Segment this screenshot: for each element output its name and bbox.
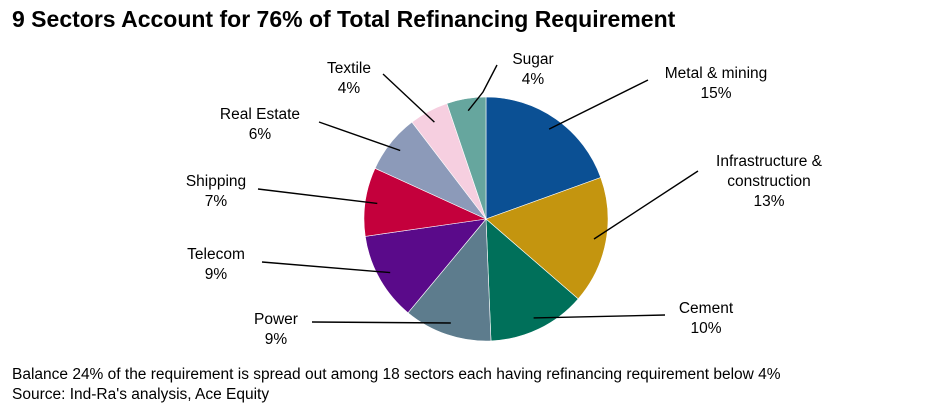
slice-name-label: Telecom	[187, 246, 245, 263]
pie-slice-metal-mining	[485, 96, 602, 220]
slice-label: Power 9%	[254, 311, 298, 348]
pie-slice-telecom	[364, 218, 487, 314]
slice-name-label: Metal & mining	[665, 65, 768, 82]
footnote: Balance 24% of the requirement is spread…	[12, 366, 781, 383]
slice-value-label: 10%	[690, 320, 721, 337]
pie-slices	[363, 96, 609, 342]
slice-name-label: Power	[254, 311, 298, 328]
slice-name-label: Sugar	[512, 51, 553, 68]
slice-value-label: 6%	[249, 126, 272, 143]
slice-value-label: 9%	[205, 266, 228, 283]
slice-label: Metal & mining 15%	[665, 65, 768, 102]
leader-lines	[257, 64, 699, 324]
leader-line	[533, 314, 666, 319]
leader-line	[311, 321, 451, 324]
leader-line	[257, 188, 378, 205]
leader-line	[261, 261, 391, 274]
pie-slice-sugar	[446, 96, 487, 220]
pie-slice-power	[407, 218, 492, 342]
slice-label: Sugar 4%	[512, 51, 553, 88]
slice-label: Cement 10%	[679, 300, 734, 337]
leader-line	[318, 121, 401, 152]
slice-value-label: 4%	[522, 71, 545, 88]
slice-label: Telecom 9%	[187, 246, 245, 283]
chart-title: 9 Sectors Account for 76% of Total Refin…	[12, 6, 676, 32]
slice-value-label: 13%	[753, 193, 784, 210]
slice-value-label: 9%	[265, 331, 288, 348]
leader-line	[548, 79, 649, 130]
slice-labels: Metal & mining 15% Infrastructure & constru…	[186, 51, 823, 348]
pie-slice-cement	[485, 218, 579, 342]
slice-label: Infrastructure & construction 13%	[716, 153, 823, 210]
slice-label: Real Estate 6%	[220, 106, 300, 143]
leader-line	[467, 64, 498, 112]
slice-value-label: 15%	[700, 85, 731, 102]
slice-value-label: 7%	[205, 193, 228, 210]
slice-value-label: 4%	[338, 80, 361, 97]
slice-label: Shipping 7%	[186, 173, 246, 210]
slice-label: Textile 4%	[327, 60, 371, 97]
leader-line	[382, 73, 435, 123]
leader-line	[593, 170, 699, 240]
slice-name-label: Shipping	[186, 173, 246, 190]
slice-name-label: Real Estate	[220, 106, 300, 123]
slice-name-label: Cement	[679, 300, 734, 317]
slice-name-label: construction	[727, 173, 811, 190]
slice-name-label: Infrastructure &	[716, 153, 823, 170]
pie-slice-infrastructure-construction	[485, 177, 609, 300]
slice-name-label: Textile	[327, 60, 371, 77]
source-note: Source: Ind-Ra's analysis, Ace Equity	[12, 386, 270, 403]
